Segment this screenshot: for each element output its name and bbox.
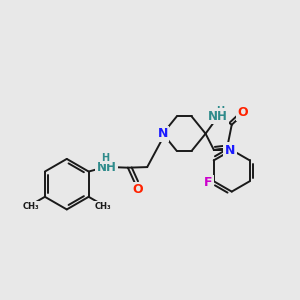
Text: H: H <box>216 106 224 116</box>
Text: H: H <box>101 153 110 163</box>
Text: N: N <box>158 127 168 140</box>
Text: CH₃: CH₃ <box>95 202 111 211</box>
Text: NH: NH <box>97 160 116 174</box>
Text: NH: NH <box>208 110 227 123</box>
Text: F: F <box>204 176 213 189</box>
Text: O: O <box>132 183 143 196</box>
Text: O: O <box>237 106 248 119</box>
Text: CH₃: CH₃ <box>22 202 39 211</box>
Text: N: N <box>225 143 235 157</box>
